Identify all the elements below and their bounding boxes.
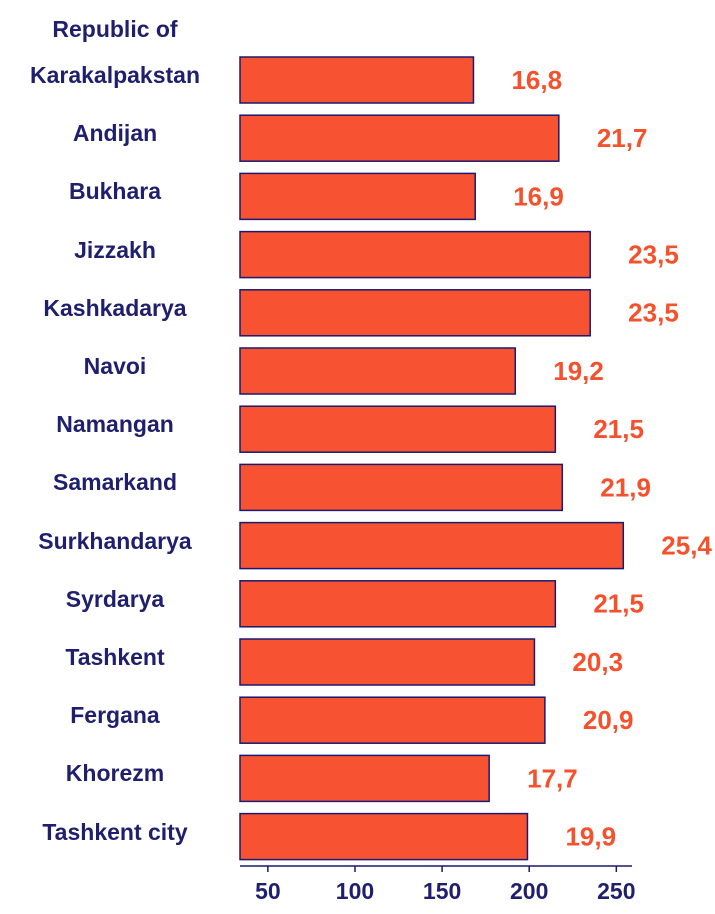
value-label: 23,5: [628, 298, 679, 328]
bar: [239, 580, 557, 628]
bar: [239, 638, 536, 686]
value-label: 19,9: [565, 821, 616, 851]
x-tick-label: 200: [510, 878, 548, 904]
bar: [239, 405, 557, 453]
category-label: Tashkent: [65, 644, 165, 670]
category-label: Kashkadarya: [43, 294, 187, 321]
x-tick-label: 100: [336, 878, 374, 904]
value-label: 21,9: [600, 472, 651, 502]
x-tick-label: 250: [597, 878, 635, 904]
category-label: Tashkent city: [42, 818, 188, 845]
value-label: 20,3: [572, 647, 623, 677]
category-label: Republic of Karakalpakstan: [29, 16, 201, 88]
bar: [239, 289, 591, 337]
category-label: Bukhara: [68, 178, 162, 205]
bar: [239, 172, 476, 221]
bar: [239, 56, 475, 104]
bar: [239, 347, 517, 395]
x-tick-label: 150: [423, 878, 461, 904]
x-tick-label: 50: [255, 878, 281, 904]
bar: [239, 114, 560, 162]
value-label: 20,9: [583, 705, 634, 735]
bar: [239, 521, 625, 570]
bar: [239, 696, 546, 744]
category-label: Syrdarya: [65, 585, 165, 612]
bar: [239, 463, 564, 512]
value-label: 21,7: [597, 123, 648, 153]
value-label: 17,7: [527, 763, 578, 793]
bar: [239, 812, 529, 861]
value-label: 21,5: [593, 414, 644, 444]
category-label: Khorezm: [65, 760, 165, 787]
value-label: 23,5: [628, 239, 679, 269]
bar: [239, 230, 591, 279]
bar: [239, 754, 490, 803]
category-label: Andijan: [72, 120, 158, 147]
value-label: 25,4: [661, 530, 712, 560]
value-label: 16,8: [511, 65, 562, 95]
value-label: 21,5: [593, 589, 644, 619]
category-label: Fergana: [70, 702, 160, 729]
category-label: Navoi: [83, 353, 147, 379]
value-label: 16,9: [513, 181, 564, 211]
category-label: Namangan: [56, 411, 174, 438]
category-label: Samarkand: [52, 469, 177, 496]
category-label: Surkhandarya: [38, 527, 192, 554]
value-label: 19,2: [553, 356, 604, 386]
category-label: Jizzakh: [74, 236, 156, 263]
